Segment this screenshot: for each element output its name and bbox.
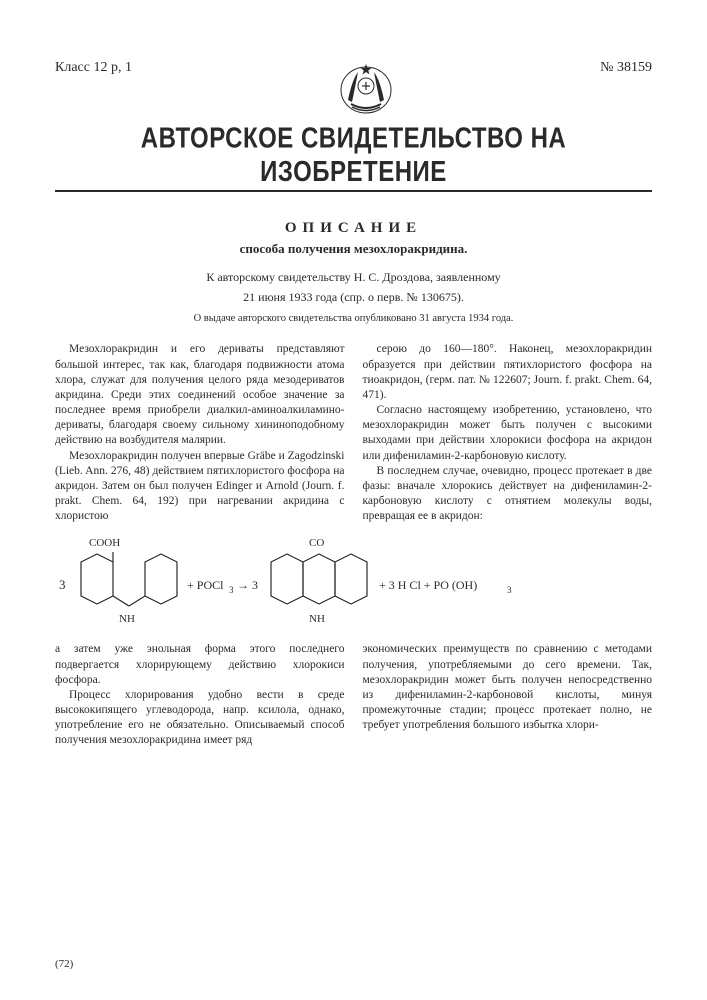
attribution-line-2: 21 июня 1933 года (спр. о перв. № 130675…: [55, 289, 652, 305]
svg-text:+ 3 H Cl + PO (OH): + 3 H Cl + PO (OH): [379, 578, 477, 592]
paragraph: Согласно настоящему изобретению, установ…: [363, 403, 653, 464]
patent-number: № 38159: [600, 60, 652, 76]
page-footer: (72): [55, 958, 73, 970]
svg-text:CO: CO: [309, 537, 324, 549]
svg-text:3: 3: [229, 585, 234, 595]
state-emblem-icon: [336, 60, 396, 120]
column-left-lower: а затем уже энольная форма этого последн…: [55, 642, 345, 748]
description-heading: ОПИСАНИЕ: [55, 220, 652, 237]
publication-note: О выдаче авторского свидетельства опубли…: [55, 313, 652, 324]
svg-text:3: 3: [507, 585, 512, 595]
formula-text: 3: [59, 577, 66, 592]
chemical-equation: 3 COOH NH + POCl 3 → 3 CO: [55, 534, 652, 634]
svg-text:→ 3: → 3: [237, 578, 258, 592]
paragraph: В последнем случае, очевидно, процесс пр…: [363, 464, 653, 525]
svg-text:NH: NH: [309, 613, 325, 625]
column-left-upper: Мезохлоракридин и его дериваты представл…: [55, 342, 345, 524]
svg-text:+ POCl: + POCl: [187, 578, 224, 592]
paragraph: Мезохлоракридин получен впервые Gräbe и …: [55, 449, 345, 525]
column-right-upper: серою до 160—180°. Наконец, мезохлоракри…: [363, 342, 653, 524]
patent-page: Класс 12 p, 1 № 38159 АВТОРСКОЕ СВИДЕТЕЛ…: [0, 0, 707, 1000]
header-row: Класс 12 p, 1 № 38159: [55, 60, 652, 120]
paragraph: Мезохлоракридин и его дериваты представл…: [55, 342, 345, 448]
body-columns-lower: а затем уже энольная форма этого последн…: [55, 642, 652, 748]
banner-title: АВТОРСКОЕ СВИДЕТЕЛЬСТВО НА ИЗОБРЕТЕНИЕ: [55, 122, 652, 189]
svg-text:NH: NH: [119, 613, 135, 625]
class-label: Класс 12 p, 1: [55, 60, 132, 76]
paragraph: экономических преимуществ по сравнению с…: [363, 642, 653, 733]
paragraph: а затем уже энольная форма этого последн…: [55, 642, 345, 688]
banner-underline: [55, 190, 652, 192]
column-right-lower: экономических преимуществ по сравнению с…: [363, 642, 653, 748]
paragraph: Процесс хлорирования удобно вести в сред…: [55, 688, 345, 749]
body-columns-upper: Мезохлоракридин и его дериваты представл…: [55, 342, 652, 524]
paragraph: серою до 160—180°. Наконец, мезохлоракри…: [363, 342, 653, 403]
attribution-line-1: К авторскому свидетельству Н. С. Дроздов…: [55, 269, 652, 285]
svg-text:COOH: COOH: [89, 537, 120, 549]
description-subtitle: способа получения мезохлоракридина.: [55, 241, 652, 257]
